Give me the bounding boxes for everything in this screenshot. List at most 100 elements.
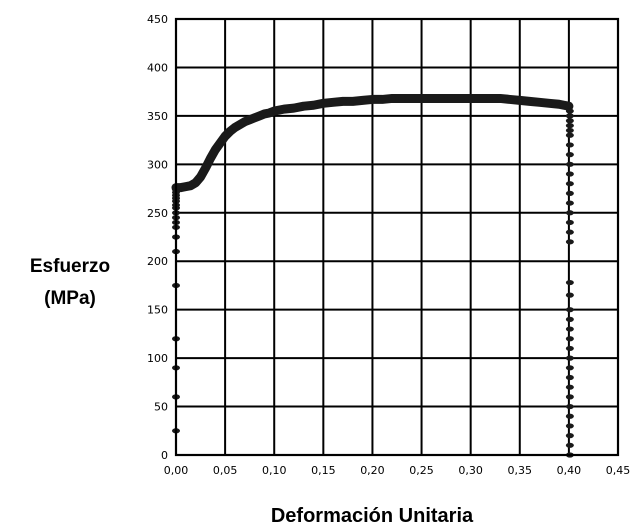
- data-point: [496, 95, 505, 102]
- data-point: [358, 97, 367, 103]
- data-point: [565, 161, 574, 167]
- y-tick-label: 450: [147, 13, 168, 26]
- data-point: [565, 355, 574, 361]
- data-point: [221, 133, 230, 139]
- data-point: [476, 95, 485, 102]
- data-point: [289, 105, 298, 111]
- data-point: [565, 384, 574, 390]
- data-point: [565, 423, 574, 429]
- data-point: [565, 433, 574, 439]
- data-point: [565, 113, 574, 119]
- data-point: [299, 103, 308, 109]
- data-point: [456, 95, 465, 102]
- y-tick-labels: 0 50 100 150 200 250 300 350 400 450: [147, 13, 168, 462]
- data-point: [565, 118, 574, 124]
- data-point: [319, 100, 328, 106]
- x-tick-label: 0,35: [508, 464, 533, 477]
- x-tick-label: 0,05: [213, 464, 238, 477]
- data-point: [565, 190, 574, 196]
- data-point: [565, 394, 574, 400]
- y-axis-label-line-2: (MPa): [44, 288, 96, 309]
- data-point: [565, 336, 574, 342]
- data-point: [565, 219, 574, 226]
- data-point: [466, 95, 475, 102]
- x-tick-label: 0,20: [360, 464, 385, 477]
- y-tick-label: 250: [147, 207, 168, 220]
- data-point: [565, 374, 574, 381]
- data-point: [565, 108, 574, 114]
- data-point: [525, 98, 534, 104]
- data-point: [565, 229, 574, 235]
- data-point: [565, 132, 574, 138]
- data-point: [565, 413, 574, 419]
- y-tick-label: 50: [154, 401, 168, 414]
- data-point: [565, 210, 574, 216]
- data-point: [378, 96, 387, 103]
- y-tick-label: 150: [147, 304, 168, 317]
- data-point: [216, 140, 225, 146]
- stress-curve-line: [171, 93, 574, 193]
- y-axis-label-line-1: Esfuerzo: [30, 256, 110, 277]
- data-point: [417, 95, 426, 102]
- y-tick-label: 350: [147, 110, 168, 123]
- data-point: [368, 96, 377, 103]
- data-point: [388, 95, 397, 102]
- data-point: [206, 155, 215, 162]
- y-tick-label: 400: [147, 61, 168, 74]
- data-point: [564, 103, 573, 109]
- data-point: [565, 171, 574, 177]
- data-point: [565, 127, 574, 134]
- data-point: [447, 95, 456, 102]
- plot-frame: [174, 17, 620, 457]
- data-point: [427, 95, 436, 102]
- data-point: [565, 142, 574, 148]
- data-point: [437, 95, 446, 102]
- x-tick-label: 0,15: [311, 464, 336, 477]
- data-point: [211, 147, 220, 153]
- data-point: [397, 95, 406, 102]
- data-point: [565, 345, 574, 352]
- data-points: [171, 93, 574, 458]
- x-tick-label: 0,10: [262, 464, 287, 477]
- data-point: [565, 181, 574, 187]
- data-point: [565, 279, 574, 286]
- data-point: [329, 99, 338, 105]
- data-point: [309, 102, 318, 108]
- y-tick-label: 100: [147, 352, 168, 365]
- y-tick-label: 200: [147, 255, 168, 268]
- data-point: [545, 100, 554, 106]
- x-tick-labels: 0,00 0,05 0,10 0,15 0,20 0,25 0,30 0,35 0,40 0,45: [164, 464, 631, 477]
- data-point: [565, 365, 574, 371]
- data-point: [565, 307, 574, 313]
- data-point: [191, 180, 200, 186]
- x-tick-label: 0,25: [409, 464, 434, 477]
- x-axis-label: Deformación Unitaria: [271, 505, 474, 527]
- data-point: [348, 98, 357, 104]
- data-point: [565, 122, 574, 129]
- data-point: [565, 403, 574, 410]
- data-point: [486, 95, 495, 102]
- x-tick-label: 0,30: [458, 464, 483, 477]
- data-point: [565, 239, 574, 245]
- data-point: [535, 99, 544, 105]
- data-point: [565, 292, 574, 298]
- data-point: [338, 98, 347, 104]
- data-point: [565, 326, 574, 332]
- data-point: [226, 128, 235, 134]
- data-point: [565, 200, 574, 206]
- data-point: [201, 165, 210, 171]
- x-tick-label: 0,00: [164, 464, 189, 477]
- data-point: [565, 316, 574, 322]
- data-point: [515, 97, 524, 103]
- data-point: [270, 108, 279, 114]
- y-tick-label: 0: [161, 449, 168, 462]
- data-point: [565, 152, 574, 158]
- x-tick-label: 0,40: [557, 464, 582, 477]
- y-tick-label: 300: [147, 158, 168, 171]
- data-point: [407, 95, 416, 102]
- data-point: [505, 96, 514, 103]
- data-point: [565, 442, 574, 448]
- data-point: [280, 106, 289, 112]
